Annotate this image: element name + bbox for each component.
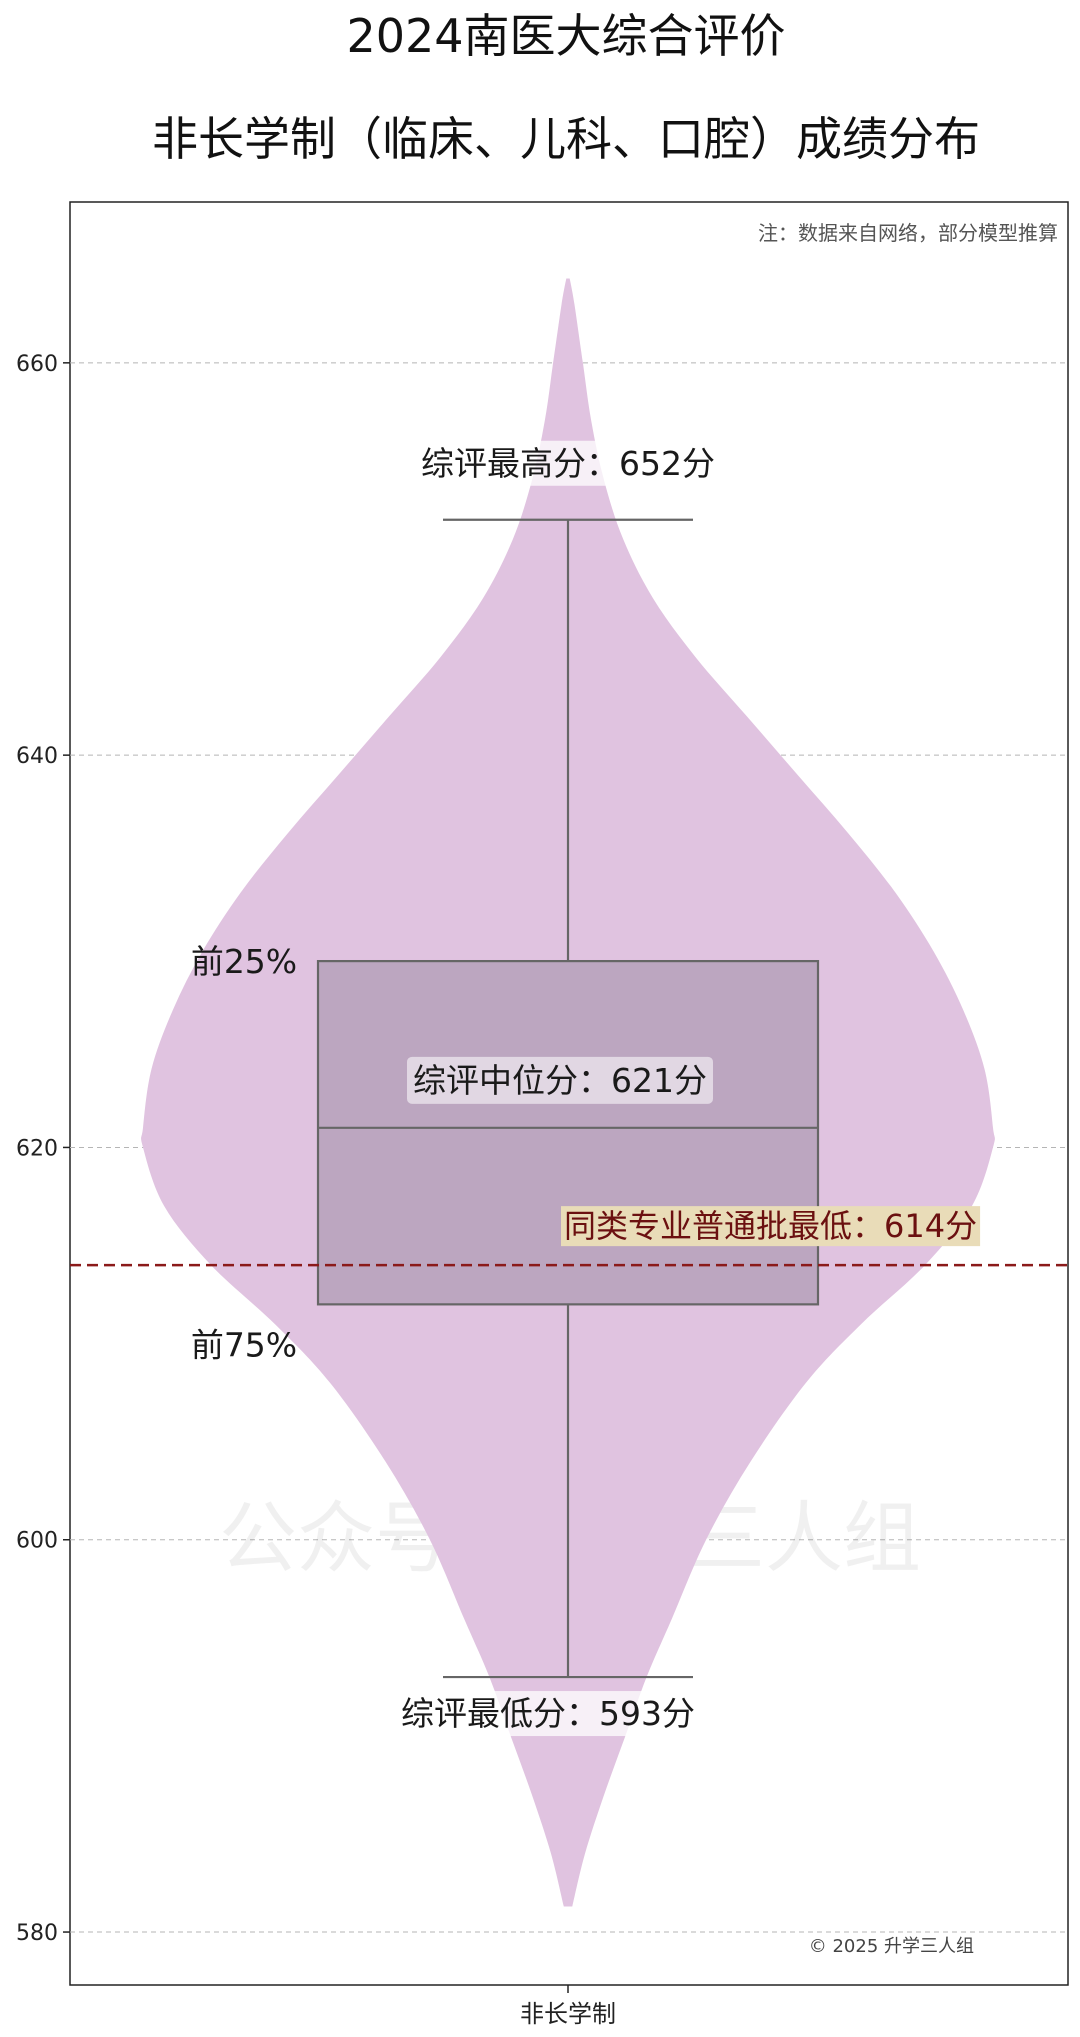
box-plot bbox=[316, 518, 820, 1679]
y-tick-label: 600 bbox=[16, 1529, 58, 1554]
top-75-label: 前75% bbox=[191, 1325, 297, 1364]
x-tick-label: 非长学制 bbox=[520, 2000, 616, 2028]
top-25-label: 前25% bbox=[191, 942, 297, 981]
chart-title-line1: 2024南医大综合评价 bbox=[346, 9, 785, 63]
max-label-background bbox=[417, 440, 719, 486]
y-axis: 580 600 620 640 660 bbox=[16, 352, 70, 1946]
y-tick-label: 620 bbox=[16, 1136, 58, 1161]
median-label-background bbox=[407, 1056, 713, 1104]
chart-title-line2: 非长学制（临床、儿科、口腔）成绩分布 bbox=[152, 112, 980, 166]
max-score-label: 综评最高分：652分 bbox=[421, 444, 715, 483]
y-tick-label: 580 bbox=[16, 1921, 58, 1946]
copyright: © 2025 升学三人组 bbox=[809, 1936, 974, 1957]
min-label-background bbox=[397, 1691, 699, 1737]
y-tick-label: 640 bbox=[16, 744, 58, 769]
reference-label-background bbox=[561, 1206, 981, 1247]
data-source-note: 注：数据来自网络，部分模型推算 bbox=[758, 221, 1058, 245]
y-tick-label: 660 bbox=[16, 352, 58, 377]
median-score-label: 综评中位分：621分 bbox=[413, 1061, 707, 1100]
iqr-box bbox=[316, 959, 820, 1306]
min-score-label: 综评最低分：593分 bbox=[401, 1694, 695, 1733]
reference-line-label: 同类专业普通批最低：614分 bbox=[564, 1207, 977, 1245]
